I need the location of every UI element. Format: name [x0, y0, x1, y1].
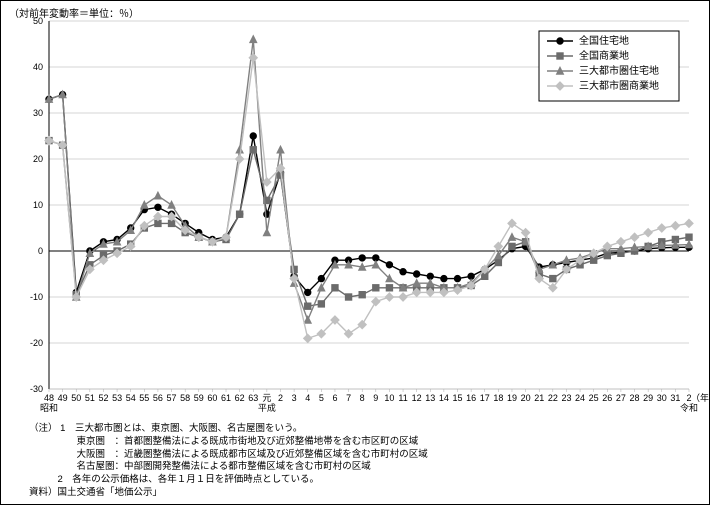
svg-text:53: 53	[112, 393, 122, 403]
svg-text:57: 57	[167, 393, 177, 403]
svg-text:12: 12	[412, 393, 422, 403]
svg-text:26: 26	[602, 393, 612, 403]
svg-text:13: 13	[425, 393, 435, 403]
svg-text:5: 5	[319, 393, 324, 403]
svg-text:-10: -10	[30, 292, 43, 302]
notes-heading: （注）	[29, 423, 58, 434]
svg-text:50: 50	[33, 16, 43, 26]
svg-text:52: 52	[98, 393, 108, 403]
svg-text:4: 4	[305, 393, 310, 403]
svg-text:27: 27	[616, 393, 626, 403]
svg-text:16: 16	[466, 393, 476, 403]
svg-text:平成: 平成	[258, 402, 276, 413]
svg-text:15: 15	[453, 393, 463, 403]
svg-text:2: 2	[278, 393, 283, 403]
svg-text:18: 18	[493, 393, 503, 403]
svg-text:61: 61	[221, 393, 231, 403]
svg-text:31: 31	[670, 393, 680, 403]
svg-text:全国住宅地: 全国住宅地	[579, 34, 629, 47]
notes-block: （注） 1 三大都市圏とは、東京圏、大阪圏、名古屋圏をいう。 東京圏 ：首都圏整…	[29, 423, 428, 500]
svg-text:51: 51	[85, 393, 95, 403]
svg-text:0: 0	[38, 246, 43, 256]
svg-text:56: 56	[153, 393, 163, 403]
svg-text:17: 17	[480, 393, 490, 403]
svg-text:30: 30	[657, 393, 667, 403]
svg-text:40: 40	[33, 62, 43, 72]
svg-text:58: 58	[180, 393, 190, 403]
svg-text:50: 50	[71, 393, 81, 403]
svg-text:28: 28	[630, 393, 640, 403]
svg-text:8: 8	[360, 393, 365, 403]
svg-text:6: 6	[332, 393, 337, 403]
svg-text:-30: -30	[30, 384, 43, 394]
svg-text:63: 63	[248, 393, 258, 403]
note-line: 1 三大都市圏とは、東京圏、大阪圏、名古屋圏をいう。	[60, 423, 302, 434]
svg-text:48: 48	[44, 393, 54, 403]
svg-text:23: 23	[561, 393, 571, 403]
svg-text:55: 55	[139, 393, 149, 403]
svg-text:全国商業地: 全国商業地	[579, 49, 629, 62]
svg-text:62: 62	[235, 393, 245, 403]
chart-container: （対前年変動率＝単位：％） -30-20-1001020304050484950…	[0, 0, 710, 505]
svg-text:令和: 令和	[680, 402, 698, 413]
note-line: 名古屋圏：中部圏開発整備法による都市整備区域を含む市町村の区域	[58, 461, 371, 472]
svg-text:59: 59	[194, 393, 204, 403]
svg-text:30: 30	[33, 108, 43, 118]
svg-text:19: 19	[507, 393, 517, 403]
svg-text:三大都市圏住宅地: 三大都市圏住宅地	[579, 64, 659, 77]
svg-text:3: 3	[292, 393, 297, 403]
svg-text:60: 60	[207, 393, 217, 403]
svg-text:21: 21	[534, 393, 544, 403]
svg-text:54: 54	[126, 393, 136, 403]
source-text: 国土交通省「地価公示」	[58, 487, 163, 498]
svg-text:昭和: 昭和	[40, 403, 58, 413]
svg-text:10: 10	[33, 200, 43, 210]
svg-text:元: 元	[262, 393, 271, 403]
svg-text:9: 9	[373, 393, 378, 403]
svg-text:10: 10	[384, 393, 394, 403]
svg-text:22: 22	[548, 393, 558, 403]
svg-text:49: 49	[58, 393, 68, 403]
svg-text:11: 11	[398, 393, 407, 403]
note-line: 大阪圏 ：近畿圏整備法による既成都市区域及び近郊整備区域を含む市町村の区域	[58, 449, 428, 460]
svg-text:三大都市圏商業地: 三大都市圏商業地	[579, 79, 659, 92]
note-line: 2 各年の公示価格は、各年１月１日を評価時点としている。	[58, 474, 320, 485]
svg-text:14: 14	[439, 393, 449, 403]
svg-text:24: 24	[575, 393, 585, 403]
svg-text:（年）: （年）	[691, 392, 709, 403]
note-line: 東京圏 ：首都圏整備法による既成市街地及び近郊整備地帯を含む市区町の区域	[58, 436, 419, 447]
svg-text:29: 29	[643, 393, 653, 403]
svg-text:-20: -20	[30, 338, 43, 348]
svg-text:20: 20	[33, 154, 43, 164]
source-label: 資料）	[29, 487, 58, 498]
svg-text:25: 25	[589, 393, 599, 403]
svg-text:20: 20	[521, 393, 531, 403]
svg-text:7: 7	[346, 393, 351, 403]
